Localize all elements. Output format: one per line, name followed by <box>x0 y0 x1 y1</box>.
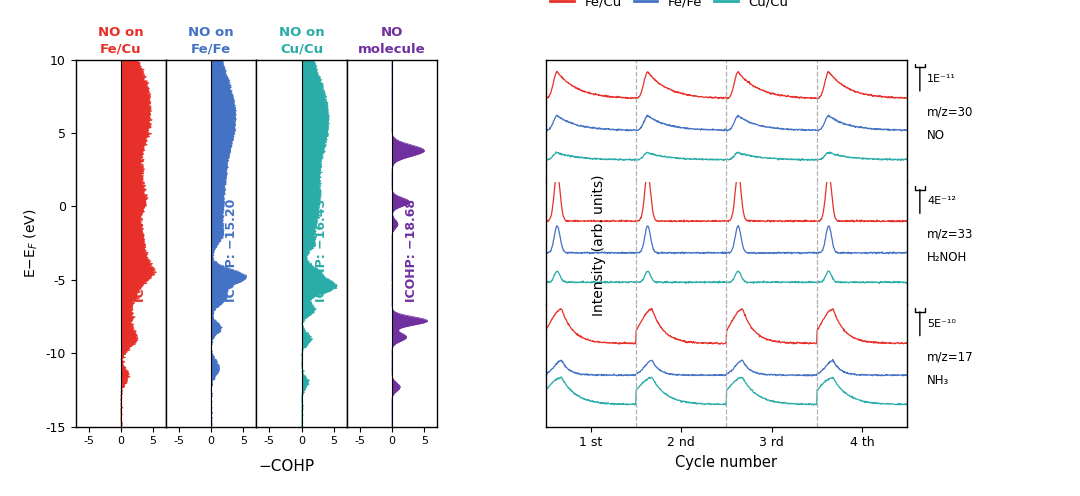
Text: 5E⁻¹⁰: 5E⁻¹⁰ <box>927 319 956 329</box>
Text: b: b <box>510 0 525 3</box>
Text: m/z=30: m/z=30 <box>927 106 973 119</box>
Text: ICOHP: −18.68: ICOHP: −18.68 <box>405 199 418 302</box>
Text: 4E⁻¹²: 4E⁻¹² <box>927 196 956 206</box>
Text: 1E⁻¹¹: 1E⁻¹¹ <box>927 74 956 84</box>
Y-axis label: E$-$E$_F$ (eV): E$-$E$_F$ (eV) <box>23 208 40 278</box>
Text: ICOHP: −14.04: ICOHP: −14.04 <box>134 199 147 302</box>
Text: m/z=17: m/z=17 <box>927 350 974 364</box>
Text: ICOHP: −16.43: ICOHP: −16.43 <box>315 199 328 302</box>
X-axis label: Cycle number: Cycle number <box>675 455 778 470</box>
Legend: Fe/Cu, Fe/Fe, Cu/Cu: Fe/Cu, Fe/Fe, Cu/Cu <box>545 0 794 14</box>
Text: −COHP: −COHP <box>258 459 314 474</box>
Text: m/z=33: m/z=33 <box>927 228 973 241</box>
Text: Intensity (arb. units): Intensity (arb. units) <box>593 175 606 316</box>
Title: NO on
Cu/Cu: NO on Cu/Cu <box>279 26 324 56</box>
Title: NO on
Fe/Cu: NO on Fe/Cu <box>98 26 144 56</box>
Text: NH₃: NH₃ <box>927 373 949 386</box>
Text: H₂NOH: H₂NOH <box>927 251 968 264</box>
Title: NO
molecule: NO molecule <box>359 26 426 56</box>
Text: NO: NO <box>927 129 945 142</box>
Title: NO on
Fe/Fe: NO on Fe/Fe <box>188 26 234 56</box>
Text: ICOHP: −15.20: ICOHP: −15.20 <box>225 199 238 302</box>
